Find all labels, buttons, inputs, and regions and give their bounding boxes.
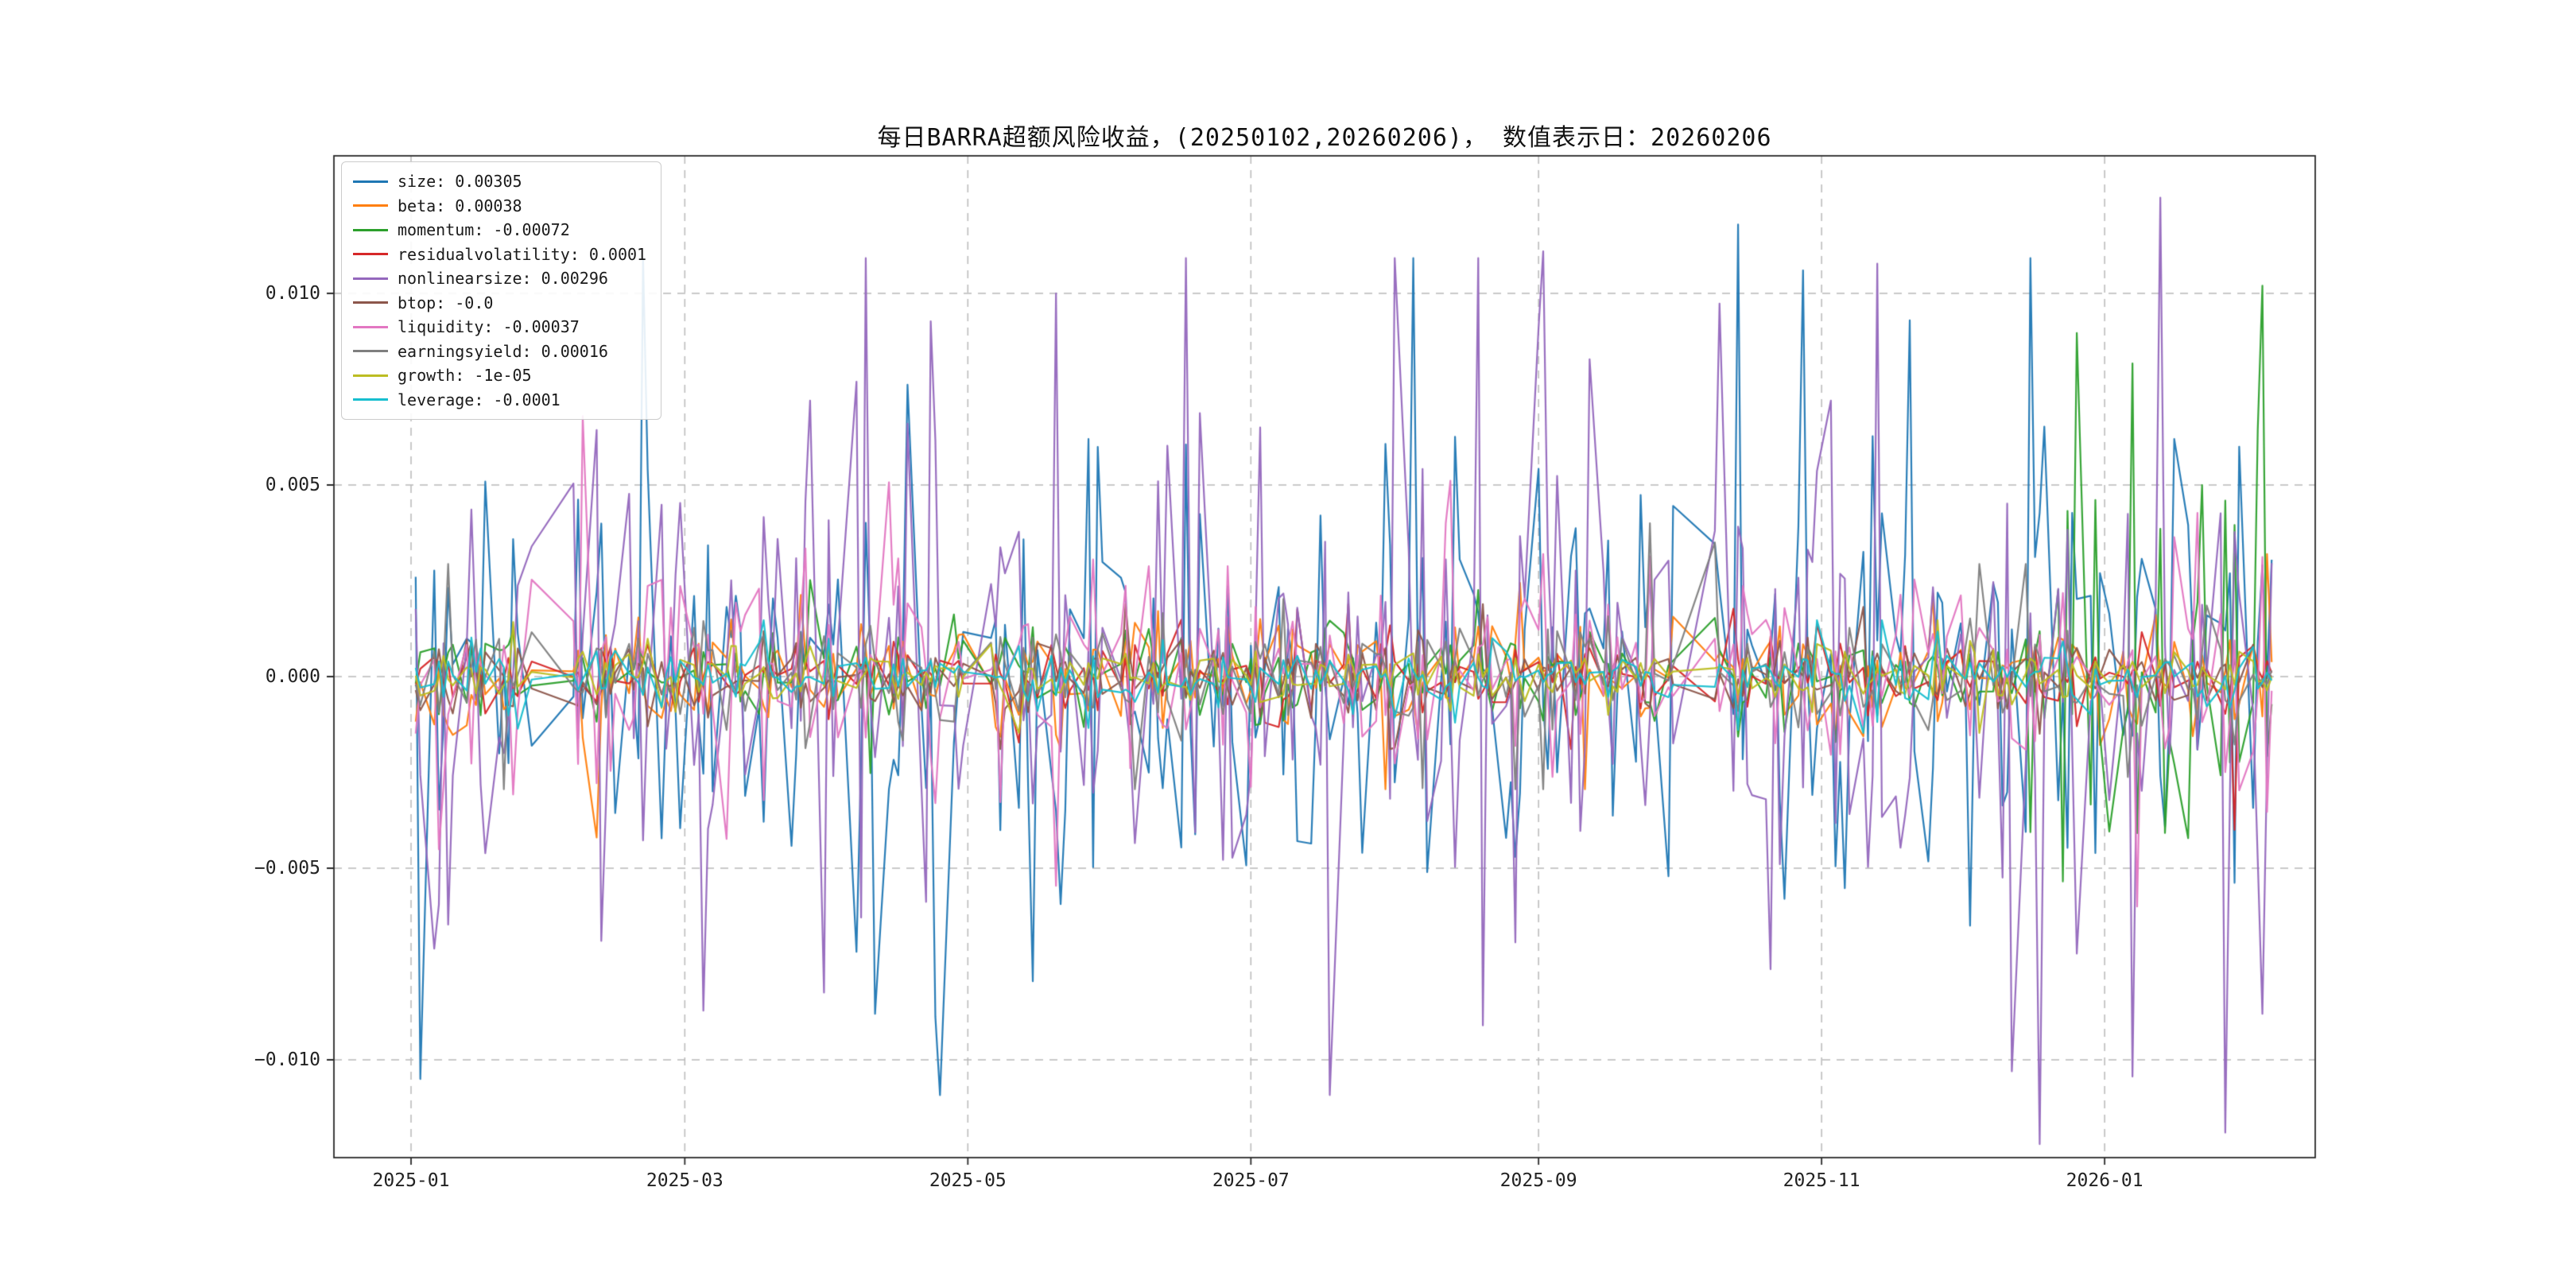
legend-label: btop: -0.0 bbox=[398, 293, 494, 312]
x-tick-label: 2025-01 bbox=[372, 1170, 450, 1191]
legend-line-swatch bbox=[353, 398, 388, 401]
legend-item-btop: btop: -0.0 bbox=[353, 293, 646, 312]
legend-item-residualvolatility: residualvolatility: 0.0001 bbox=[353, 245, 646, 264]
x-tick-label: 2025-05 bbox=[929, 1170, 1007, 1191]
legend: size: 0.00305 beta: 0.00038 momentum: -0.0… bbox=[341, 161, 662, 420]
legend-label: size: 0.00305 bbox=[398, 172, 522, 191]
legend-line-swatch bbox=[353, 374, 388, 377]
legend-item-leverage: leverage: -0.0001 bbox=[353, 390, 646, 409]
legend-item-size: size: 0.00305 bbox=[353, 172, 646, 191]
x-tick-label: 2025-11 bbox=[1783, 1170, 1860, 1191]
x-tick-label: 2025-09 bbox=[1499, 1170, 1577, 1191]
legend-label: beta: 0.00038 bbox=[398, 196, 522, 215]
legend-item-nonlinearsize: nonlinearsize: 0.00296 bbox=[353, 269, 646, 288]
legend-line-swatch bbox=[353, 277, 388, 280]
legend-label: liquidity: -0.00037 bbox=[398, 317, 580, 336]
x-tick-label: 2025-03 bbox=[646, 1170, 724, 1191]
legend-item-momentum: momentum: -0.00072 bbox=[353, 220, 646, 239]
legend-line-swatch bbox=[353, 301, 388, 304]
legend-line-swatch bbox=[353, 253, 388, 255]
x-tick-label: 2025-07 bbox=[1212, 1170, 1290, 1191]
y-tick-label: −0.005 bbox=[254, 858, 320, 879]
legend-label: residualvolatility: 0.0001 bbox=[398, 244, 647, 264]
legend-item-beta: beta: 0.00038 bbox=[353, 196, 646, 215]
legend-line-swatch bbox=[353, 350, 388, 352]
legend-item-earningsyield: earningsyield: 0.00016 bbox=[353, 342, 646, 361]
legend-item-growth: growth: -1e-05 bbox=[353, 366, 646, 385]
legend-line-swatch bbox=[353, 325, 388, 328]
y-tick-label: 0.005 bbox=[265, 475, 320, 495]
legend-line-swatch bbox=[353, 228, 388, 231]
y-tick-label: 0.010 bbox=[265, 283, 320, 304]
legend-label: nonlinearsize: 0.00296 bbox=[398, 269, 608, 288]
legend-label: growth: -1e-05 bbox=[398, 366, 532, 385]
legend-line-swatch bbox=[353, 180, 388, 183]
chart-title: 每日BARRA超额风险收益，(20250102,20260206)， 数值表示日… bbox=[877, 124, 1772, 152]
legend-label: earningsyield: 0.00016 bbox=[398, 341, 608, 361]
x-tick-label: 2026-01 bbox=[2066, 1170, 2143, 1191]
y-tick-label: −0.010 bbox=[254, 1049, 320, 1070]
legend-label: leverage: -0.0001 bbox=[398, 390, 561, 409]
y-tick-label: 0.000 bbox=[265, 666, 320, 687]
legend-label: momentum: -0.00072 bbox=[398, 220, 570, 239]
legend-item-liquidity: liquidity: -0.00037 bbox=[353, 317, 646, 336]
legend-line-swatch bbox=[353, 204, 388, 207]
